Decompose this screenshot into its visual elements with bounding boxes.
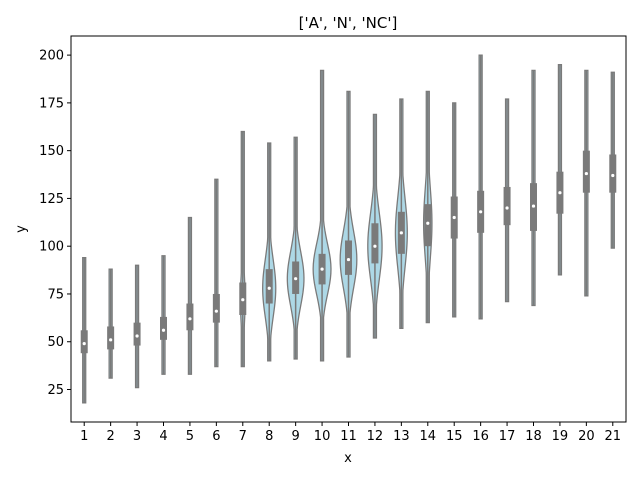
x-tick-label: 10 bbox=[314, 429, 331, 444]
violin-median-point bbox=[452, 215, 456, 220]
y-tick-label: 125 bbox=[39, 192, 64, 207]
violin-iqr-box bbox=[265, 269, 273, 304]
violin-median-point bbox=[135, 334, 139, 338]
x-tick-label: 11 bbox=[340, 429, 357, 444]
violin-iqr-box bbox=[424, 204, 432, 247]
violin-iqr-box bbox=[212, 293, 220, 323]
violin-median-point bbox=[399, 231, 403, 235]
violin-iqr-box bbox=[345, 240, 352, 275]
x-tick-label: 7 bbox=[239, 429, 247, 444]
x-tick-label: 19 bbox=[552, 429, 569, 444]
x-tick-label: 8 bbox=[265, 429, 273, 444]
violin-median-point bbox=[479, 210, 483, 214]
y-tick-label: 100 bbox=[39, 240, 64, 255]
y-tick-label: 150 bbox=[39, 144, 64, 159]
violin-median-point bbox=[267, 286, 271, 290]
plot-area bbox=[80, 54, 617, 404]
x-tick-label: 6 bbox=[212, 429, 220, 444]
violin-median-point bbox=[346, 257, 351, 262]
violin-median-point bbox=[188, 317, 192, 321]
violin-iqr-box bbox=[133, 322, 141, 346]
violin-median-point bbox=[320, 267, 324, 271]
violin-median-point bbox=[505, 206, 509, 210]
x-tick-label: 20 bbox=[578, 429, 595, 444]
violin-iqr-box bbox=[107, 326, 115, 350]
violin-median-point bbox=[109, 338, 113, 342]
violin-iqr-box bbox=[160, 316, 167, 340]
violin-median-point bbox=[426, 221, 430, 225]
violin-median-point bbox=[584, 171, 588, 176]
violin-median-point bbox=[373, 244, 377, 248]
x-tick-label: 21 bbox=[605, 429, 622, 444]
x-tick-label: 3 bbox=[133, 429, 141, 444]
violin-iqr-box bbox=[609, 154, 617, 193]
violin-median-point bbox=[294, 277, 298, 281]
violin-median-point bbox=[82, 342, 86, 346]
violin-median-point bbox=[214, 309, 218, 313]
y-tick-label: 50 bbox=[47, 335, 64, 350]
x-tick-label: 1 bbox=[80, 429, 88, 444]
x-tick-label: 14 bbox=[420, 429, 437, 444]
x-tick-label: 13 bbox=[393, 429, 410, 444]
violin-iqr-box bbox=[80, 330, 88, 354]
violin-iqr-box bbox=[186, 303, 194, 331]
violin-median-point bbox=[558, 191, 562, 195]
violin-iqr-box bbox=[371, 223, 379, 264]
y-tick-label: 200 bbox=[39, 49, 64, 64]
y-axis-label: y bbox=[14, 225, 29, 233]
x-tick-label: 16 bbox=[472, 429, 489, 444]
x-tick-label: 17 bbox=[499, 429, 516, 444]
x-tick-label: 12 bbox=[367, 429, 384, 444]
y-tick-label: 25 bbox=[47, 383, 64, 398]
y-tick-label: 175 bbox=[39, 96, 64, 111]
violin-median-point bbox=[241, 298, 245, 302]
x-tick-label: 18 bbox=[525, 429, 542, 444]
x-tick-label: 5 bbox=[186, 429, 194, 444]
violin-median-point bbox=[161, 328, 166, 332]
violin-iqr-box bbox=[582, 150, 590, 193]
violin-median-point bbox=[611, 173, 615, 178]
chart-title: ['A', 'N', 'NC'] bbox=[299, 14, 398, 32]
x-tick-label: 9 bbox=[292, 429, 300, 444]
x-tick-label: 2 bbox=[107, 429, 115, 444]
x-tick-label: 4 bbox=[159, 429, 167, 444]
violin-median-point bbox=[531, 204, 536, 208]
y-tick-label: 75 bbox=[47, 287, 64, 302]
violin-iqr-box bbox=[503, 186, 511, 226]
x-tick-label: 15 bbox=[446, 429, 463, 444]
x-axis-label: x bbox=[344, 451, 352, 466]
axes: 1 2 3 4 5 6 7 8 9 10 11 12 13 14 15 16 17 18 19 20 212550751… bbox=[39, 49, 621, 444]
